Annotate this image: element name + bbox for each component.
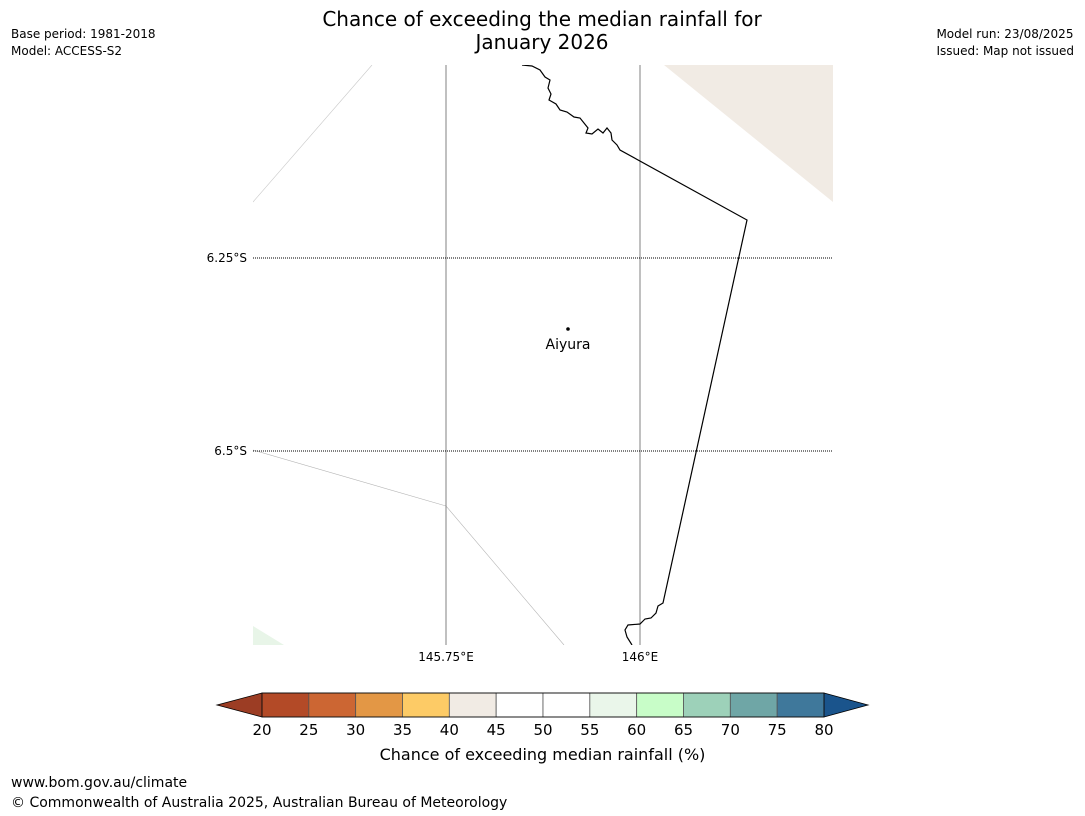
model-text: Model: ACCESS-S2 (11, 44, 123, 58)
aiyura-marker (566, 327, 570, 331)
lon-label-145-75: 145.75°E (418, 650, 474, 664)
region-boundary (253, 65, 373, 203)
colorbar-tick-label: 65 (674, 721, 693, 739)
colorbar-segment (589, 692, 638, 718)
title-line-1: Chance of exceeding the median rainfall … (322, 7, 762, 31)
lat-label-6-5: 6.5°S (214, 444, 247, 458)
colorbar-segment (729, 692, 778, 718)
lat-label-6-25: 6.25°S (207, 251, 247, 265)
colorbar-segment (542, 692, 591, 718)
colorbar-segment (402, 692, 450, 718)
colorbar-segment (355, 692, 403, 718)
colorbar-tick-label: 25 (299, 721, 318, 739)
colorbar-segment (636, 692, 684, 718)
colorbar-segment (776, 692, 825, 718)
colorbar: 20 25 30 35 40 45 50 55 60 65 70 75 80 (215, 692, 870, 739)
colorbar-tick-label: 35 (393, 721, 412, 739)
colorbar-segment (448, 692, 497, 718)
model-run-text: Model run: 23/08/2025 (936, 27, 1074, 41)
footer-url: www.bom.gov.au/climate (11, 775, 188, 791)
colorbar-extend-high (823, 692, 870, 718)
colorbar-tick-label: 75 (768, 721, 787, 739)
meta-left: Base period: 1981-2018 Model: ACCESS-S2 (11, 26, 156, 60)
map-area (253, 65, 833, 645)
colorbar-segment (261, 692, 310, 718)
colorbar-tick-label: 60 (627, 721, 646, 739)
colorbar-tick-label: 30 (346, 721, 365, 739)
colorbar-tick-label: 40 (440, 721, 459, 739)
colorbar-tick-label: 45 (487, 721, 506, 739)
colorbar-tick-label: 70 (721, 721, 740, 739)
colorbar-outline (261, 692, 825, 718)
colorbar-tick-label: 20 (252, 721, 271, 739)
region-boundary (253, 449, 565, 645)
colorbar-segment (308, 692, 357, 718)
issued-text: Issued: Map not issued (936, 44, 1074, 58)
region-40-45 (664, 65, 833, 202)
lon-label-146: 146°E (622, 650, 659, 664)
colorbar-segment (495, 692, 544, 718)
colorbar-tick-label: 50 (533, 721, 552, 739)
footer-copyright: © Commonwealth of Australia 2025, Austra… (11, 795, 508, 811)
title-line-2: January 2026 (475, 30, 609, 54)
colorbar-segment (683, 692, 731, 718)
place-label-aiyura: Aiyura (546, 337, 591, 353)
colorbar-title: Chance of exceeding median rainfall (%) (379, 745, 706, 764)
colorbar-tick-label: 80 (814, 721, 833, 739)
colorbar-extend-low (215, 692, 263, 718)
colorbar-tick-label: 55 (580, 721, 599, 739)
meta-right: Model run: 23/08/2025 Issued: Map not is… (936, 26, 1074, 60)
base-period-text: Base period: 1981-2018 (11, 27, 156, 41)
coastline (521, 65, 748, 645)
map-title: Chance of exceeding the median rainfall … (242, 8, 842, 54)
region-55-60 (253, 626, 284, 645)
